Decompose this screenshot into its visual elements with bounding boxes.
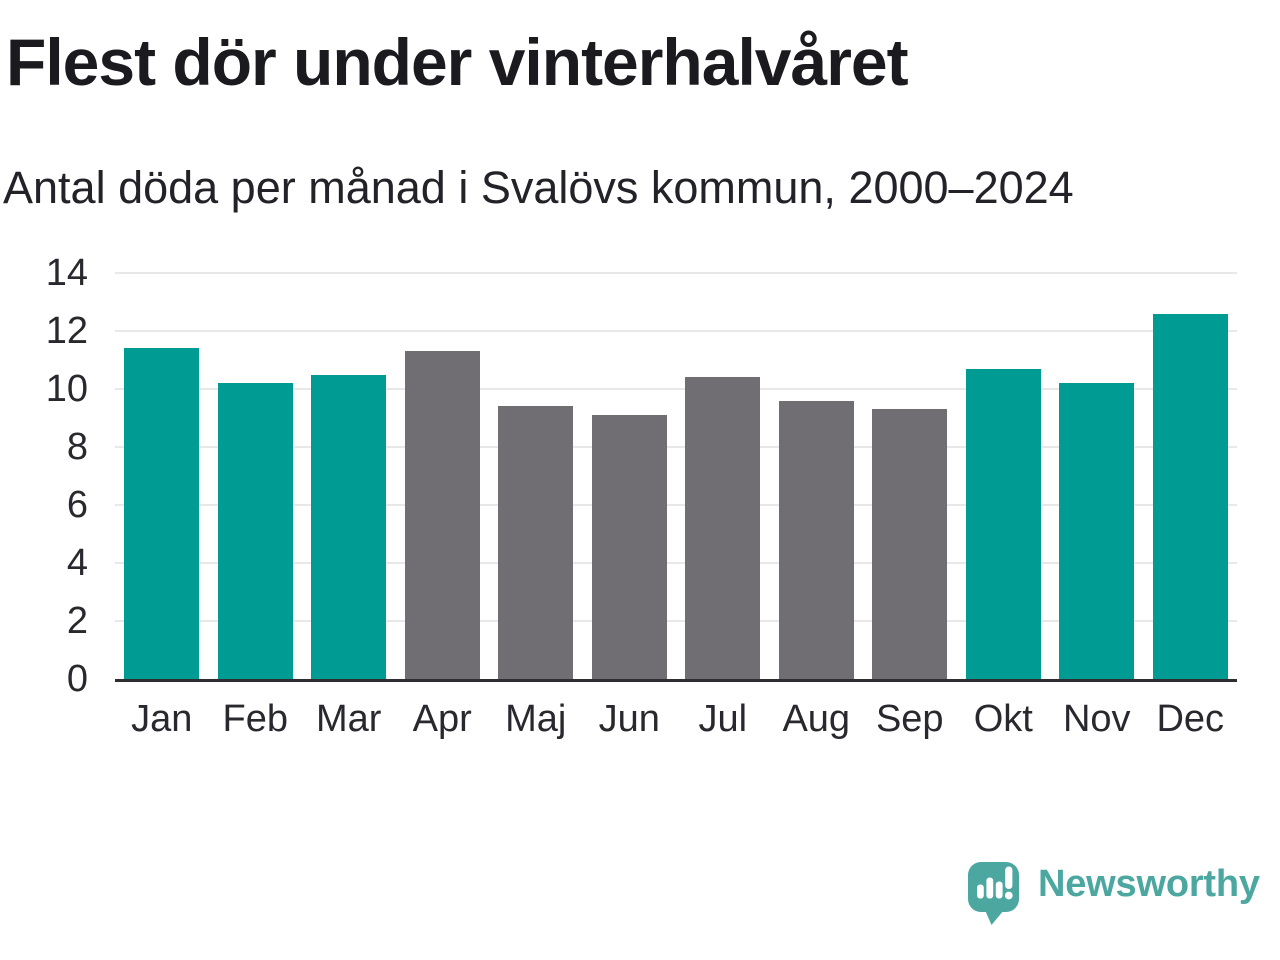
bar-jun: [591, 415, 667, 679]
x-tick-label-jun: Jun: [598, 698, 660, 740]
chart-subtitle: Antal döda per månad i Svalövs kommun, 2…: [3, 162, 1074, 213]
bar-apr: [404, 351, 480, 679]
bar-jul: [685, 377, 761, 679]
y-tick-label-2: 2: [66, 600, 88, 642]
bar-maj: [498, 406, 574, 679]
y-tick-label-8: 8: [66, 426, 88, 468]
x-tick-label-jan: Jan: [131, 698, 193, 740]
bar-mar: [311, 374, 387, 679]
y-tick-label-12: 12: [45, 310, 88, 352]
y-tick-label-14: 14: [45, 252, 88, 294]
y-tick-label-10: 10: [45, 368, 88, 410]
x-tick-label-maj: Maj: [505, 698, 567, 740]
bar-nov: [1059, 383, 1135, 679]
chart-title: Flest dör under vinterhalvåret: [6, 25, 909, 99]
gridline-y-14: [115, 272, 1237, 274]
y-tick-label-4: 4: [66, 542, 88, 584]
bar-sep: [872, 409, 948, 679]
gridline-y-4: [115, 562, 1237, 564]
x-tick-label-nov: Nov: [1062, 698, 1131, 740]
x-tick-label-apr: Apr: [412, 698, 472, 740]
plot-area: [115, 272, 1237, 682]
x-tick-label-okt: Okt: [973, 698, 1033, 740]
bar-okt: [965, 368, 1041, 679]
x-tick-label-feb: Feb: [222, 698, 288, 740]
y-axis: 0 2 4 6 8 10 12 14: [0, 253, 88, 699]
x-tick-label-mar: Mar: [316, 698, 382, 740]
newsworthy-logo: Newsworthy: [968, 862, 1260, 928]
x-tick-label-dec: Dec: [1156, 698, 1225, 740]
bar-jan: [124, 348, 200, 679]
gridline-y-8: [115, 446, 1237, 448]
bar-aug: [778, 400, 854, 679]
y-tick-label-6: 6: [66, 484, 88, 526]
newsworthy-wordmark: Newsworthy: [1038, 863, 1260, 905]
gridline-y-6: [115, 504, 1237, 506]
gridline-y-10: [115, 388, 1237, 390]
x-tick-label-jul: Jul: [698, 698, 748, 740]
x-axis: Jan Feb Mar Apr Maj Jun Jul Aug Sep Okt Nov Dec: [115, 694, 1237, 754]
gridline-y-12: [115, 330, 1237, 332]
x-tick-label-sep: Sep: [875, 698, 944, 740]
gridline-y-2: [115, 620, 1237, 622]
y-tick-label-0: 0: [66, 658, 88, 700]
bar-dec: [1152, 313, 1228, 679]
newsworthy-logo-icon: [968, 862, 1019, 925]
x-tick-label-aug: Aug: [782, 698, 851, 740]
bar-feb: [217, 383, 293, 679]
